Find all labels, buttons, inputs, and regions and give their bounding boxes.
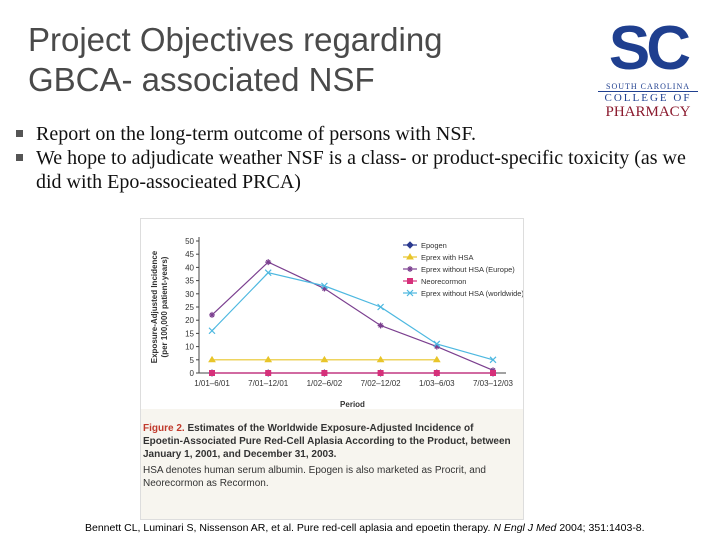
data-point (321, 285, 328, 292)
data-point (406, 253, 414, 260)
data-point (264, 269, 272, 277)
data-point (376, 355, 385, 363)
logo-mark: SC (608, 14, 691, 83)
bullet-list: Report on the long-term outcome of perso… (16, 122, 692, 194)
citation-details: 2004; 351:1403-8. (559, 522, 645, 534)
title-line: GBCA- associated NSF (28, 61, 375, 98)
x-axis-label: Period (340, 400, 365, 409)
y-tick-label: 5 (190, 356, 195, 365)
data-point (209, 311, 215, 318)
data-point (433, 343, 440, 350)
x-tick-label: 1/01–6/01 (194, 379, 230, 388)
data-point (320, 355, 329, 363)
legend-label: Eprex with HSA (421, 253, 474, 262)
chart: 0 5 10 15 20 25 30 35 40 45 50 1/01–6/01 7/01–12/01 1… (141, 219, 523, 409)
title-line: Project Objectives regarding (28, 21, 443, 58)
y-tick-label: 25 (185, 303, 194, 312)
caption: Figure 2. Estimates of the Worldwide Exp… (143, 422, 511, 490)
bullet: Report on the long-term outcome of perso… (16, 122, 692, 146)
y-tick-label: 20 (185, 316, 194, 325)
data-point (209, 370, 215, 376)
y-tick-label: 35 (185, 277, 194, 286)
y-tick-label: 10 (185, 343, 194, 352)
data-point (490, 370, 496, 376)
x-tick-label: 7/01–12/01 (248, 379, 289, 388)
data-point (265, 259, 272, 266)
caption-note: HSA denotes human serum albumin. Epogen … (143, 465, 486, 489)
data-point (208, 327, 216, 335)
citation: Bennett CL, Luminari S, Nissenson AR, et… (85, 522, 645, 534)
logo-text: PHARMACY (605, 104, 691, 120)
data-point (407, 266, 413, 272)
x-tick-label: 7/03–12/03 (473, 379, 514, 388)
legend-label: Neorecormon (421, 277, 466, 286)
y-tick-label: 50 (185, 237, 194, 246)
data-point (433, 370, 440, 376)
data-point (265, 370, 272, 376)
y-tick-label: 30 (185, 290, 194, 299)
data-point (406, 289, 414, 297)
citation-authors: Bennett CL, Luminari S, Nissenson AR, et… (85, 522, 491, 534)
slide-title: Project Objectives regarding GBCA- assoc… (28, 20, 443, 100)
data-point (432, 355, 441, 363)
legend-label: Epogen (421, 241, 447, 250)
data-point (433, 340, 441, 348)
y-tick-label: 15 (185, 329, 194, 338)
caption-text: Estimates of the Worldwide Exposure-Adju… (143, 423, 511, 460)
legend-label: Eprex without HSA (worldwide) (421, 289, 523, 298)
y-axis-label: (per 100,000 patient-years) (160, 256, 169, 357)
bullet: We hope to adjudicate weather NSF is a c… (16, 146, 692, 194)
series-line (211, 261, 494, 371)
data-point (320, 282, 328, 290)
data-point (377, 303, 385, 311)
x-tick-label: 7/02–12/02 (361, 379, 402, 388)
y-tick-label: 0 (190, 369, 195, 378)
data-point (407, 278, 413, 284)
logo: SC SOUTH CAROLINA COLLEGE OF PHARMACY (598, 16, 698, 121)
y-tick-label: 45 (185, 250, 194, 259)
data-point (377, 370, 384, 376)
data-point (489, 356, 497, 364)
x-tick-label: 1/02–6/02 (307, 379, 343, 388)
data-point (208, 355, 216, 363)
legend-label: Eprex without HSA (Europe) (421, 265, 515, 274)
figure: 0 5 10 15 20 25 30 35 40 45 50 1/01–6/01 7/01–12/01 1… (140, 218, 524, 520)
data-point (264, 355, 273, 363)
y-tick-label: 40 (185, 263, 194, 272)
citation-journal: N Engl J Med (493, 522, 557, 534)
logo-text: SOUTH CAROLINA (606, 82, 690, 91)
y-axis-label: Exposure-Adjusted Incidence (150, 250, 159, 363)
series-line (211, 272, 494, 361)
data-point (377, 322, 384, 329)
caption-label: Figure 2. (143, 423, 185, 434)
logo-text: COLLEGE OF (598, 91, 698, 104)
x-tick-label: 1/03–6/03 (419, 379, 455, 388)
data-point (406, 241, 414, 249)
data-point (321, 370, 328, 376)
